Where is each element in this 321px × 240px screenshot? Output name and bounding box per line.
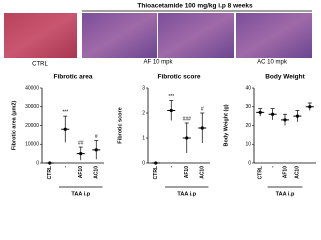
x-tick-label: AF10 xyxy=(78,166,84,178)
y-axis-label: Fibrotic area (μm2) xyxy=(11,101,17,151)
y-axis-label: Fibrotic score xyxy=(117,107,123,143)
y-tick-label: 0 xyxy=(248,160,251,166)
x-tick-label: AC10 xyxy=(200,166,206,179)
y-tick-label: 20 xyxy=(245,123,251,129)
mean-dot xyxy=(283,118,287,122)
significance: ### xyxy=(183,116,192,122)
figure: Thioacetamide 100 mg/kg i.p 8 weeks CTRL… xyxy=(4,3,316,197)
y-tick-label: 0 xyxy=(36,160,39,166)
x-tick-label: CTRL xyxy=(153,166,159,179)
figure-title: Thioacetamide 100 mg/kg i.p 8 weeks xyxy=(137,3,253,10)
x-tick-label: - xyxy=(169,166,175,168)
y-tick-label: 2 xyxy=(142,110,145,116)
significance: # xyxy=(201,106,204,112)
histology-image xyxy=(158,13,234,58)
y-tick-label: 40000 xyxy=(25,85,39,91)
x-tick-label: - xyxy=(63,166,69,168)
x-tick-label: CTRL xyxy=(258,166,264,179)
y-axis-label: Body Weight (g) xyxy=(223,104,229,146)
mean-dot xyxy=(169,108,173,113)
significance: # xyxy=(95,134,98,140)
mean-dot xyxy=(94,148,98,152)
y-tick-label: 30 xyxy=(245,104,251,110)
y-tick-label: 10 xyxy=(245,142,251,148)
y-tick-label: 30000 xyxy=(25,104,39,110)
histology-image xyxy=(4,13,77,58)
x-tick-label: AC10 xyxy=(295,166,301,179)
chart-title: Fibrotic score xyxy=(158,74,201,81)
significance: *** xyxy=(62,109,68,115)
chart-title: Body Weight xyxy=(265,74,305,81)
y-tick-label: 10000 xyxy=(25,142,39,148)
significance: ## xyxy=(78,140,84,146)
y-tick-label: 20000 xyxy=(25,123,39,129)
x-tick-label: AF10 xyxy=(282,166,288,178)
x-tick-label: - xyxy=(270,166,276,168)
mean-dot xyxy=(200,126,204,130)
mean-dot xyxy=(308,105,312,109)
mean-dot xyxy=(185,136,189,140)
chart-title: Fibrotic area xyxy=(53,74,92,81)
y-tick-label: 40 xyxy=(245,85,251,91)
x-tick-label: AC10 xyxy=(94,166,100,179)
panel-label: AF 10 mpk xyxy=(143,60,173,66)
mean-dot xyxy=(154,161,158,165)
y-tick-label: 0 xyxy=(142,160,145,166)
x-tick-label: AF10 xyxy=(184,166,190,178)
panel-label: CTRL xyxy=(32,62,48,68)
mean-dot xyxy=(48,161,52,165)
significance: *** xyxy=(168,94,174,100)
mean-dot xyxy=(258,110,262,114)
mean-dot xyxy=(63,127,67,131)
mean-dot xyxy=(295,114,299,118)
x-tick-label: CTRL xyxy=(47,166,53,179)
mean-dot xyxy=(79,152,83,156)
histology-image xyxy=(236,13,312,58)
y-tick-label: 1 xyxy=(142,135,145,141)
y-tick-label: 3 xyxy=(142,85,145,91)
group-label: TAA i.p xyxy=(71,191,90,197)
mean-dot xyxy=(271,112,275,116)
group-label: TAA i.p xyxy=(177,191,196,197)
panel-label: AC 10 mpk xyxy=(257,60,288,66)
histology-image xyxy=(82,13,157,58)
group-label: TAA i.p xyxy=(276,191,295,197)
